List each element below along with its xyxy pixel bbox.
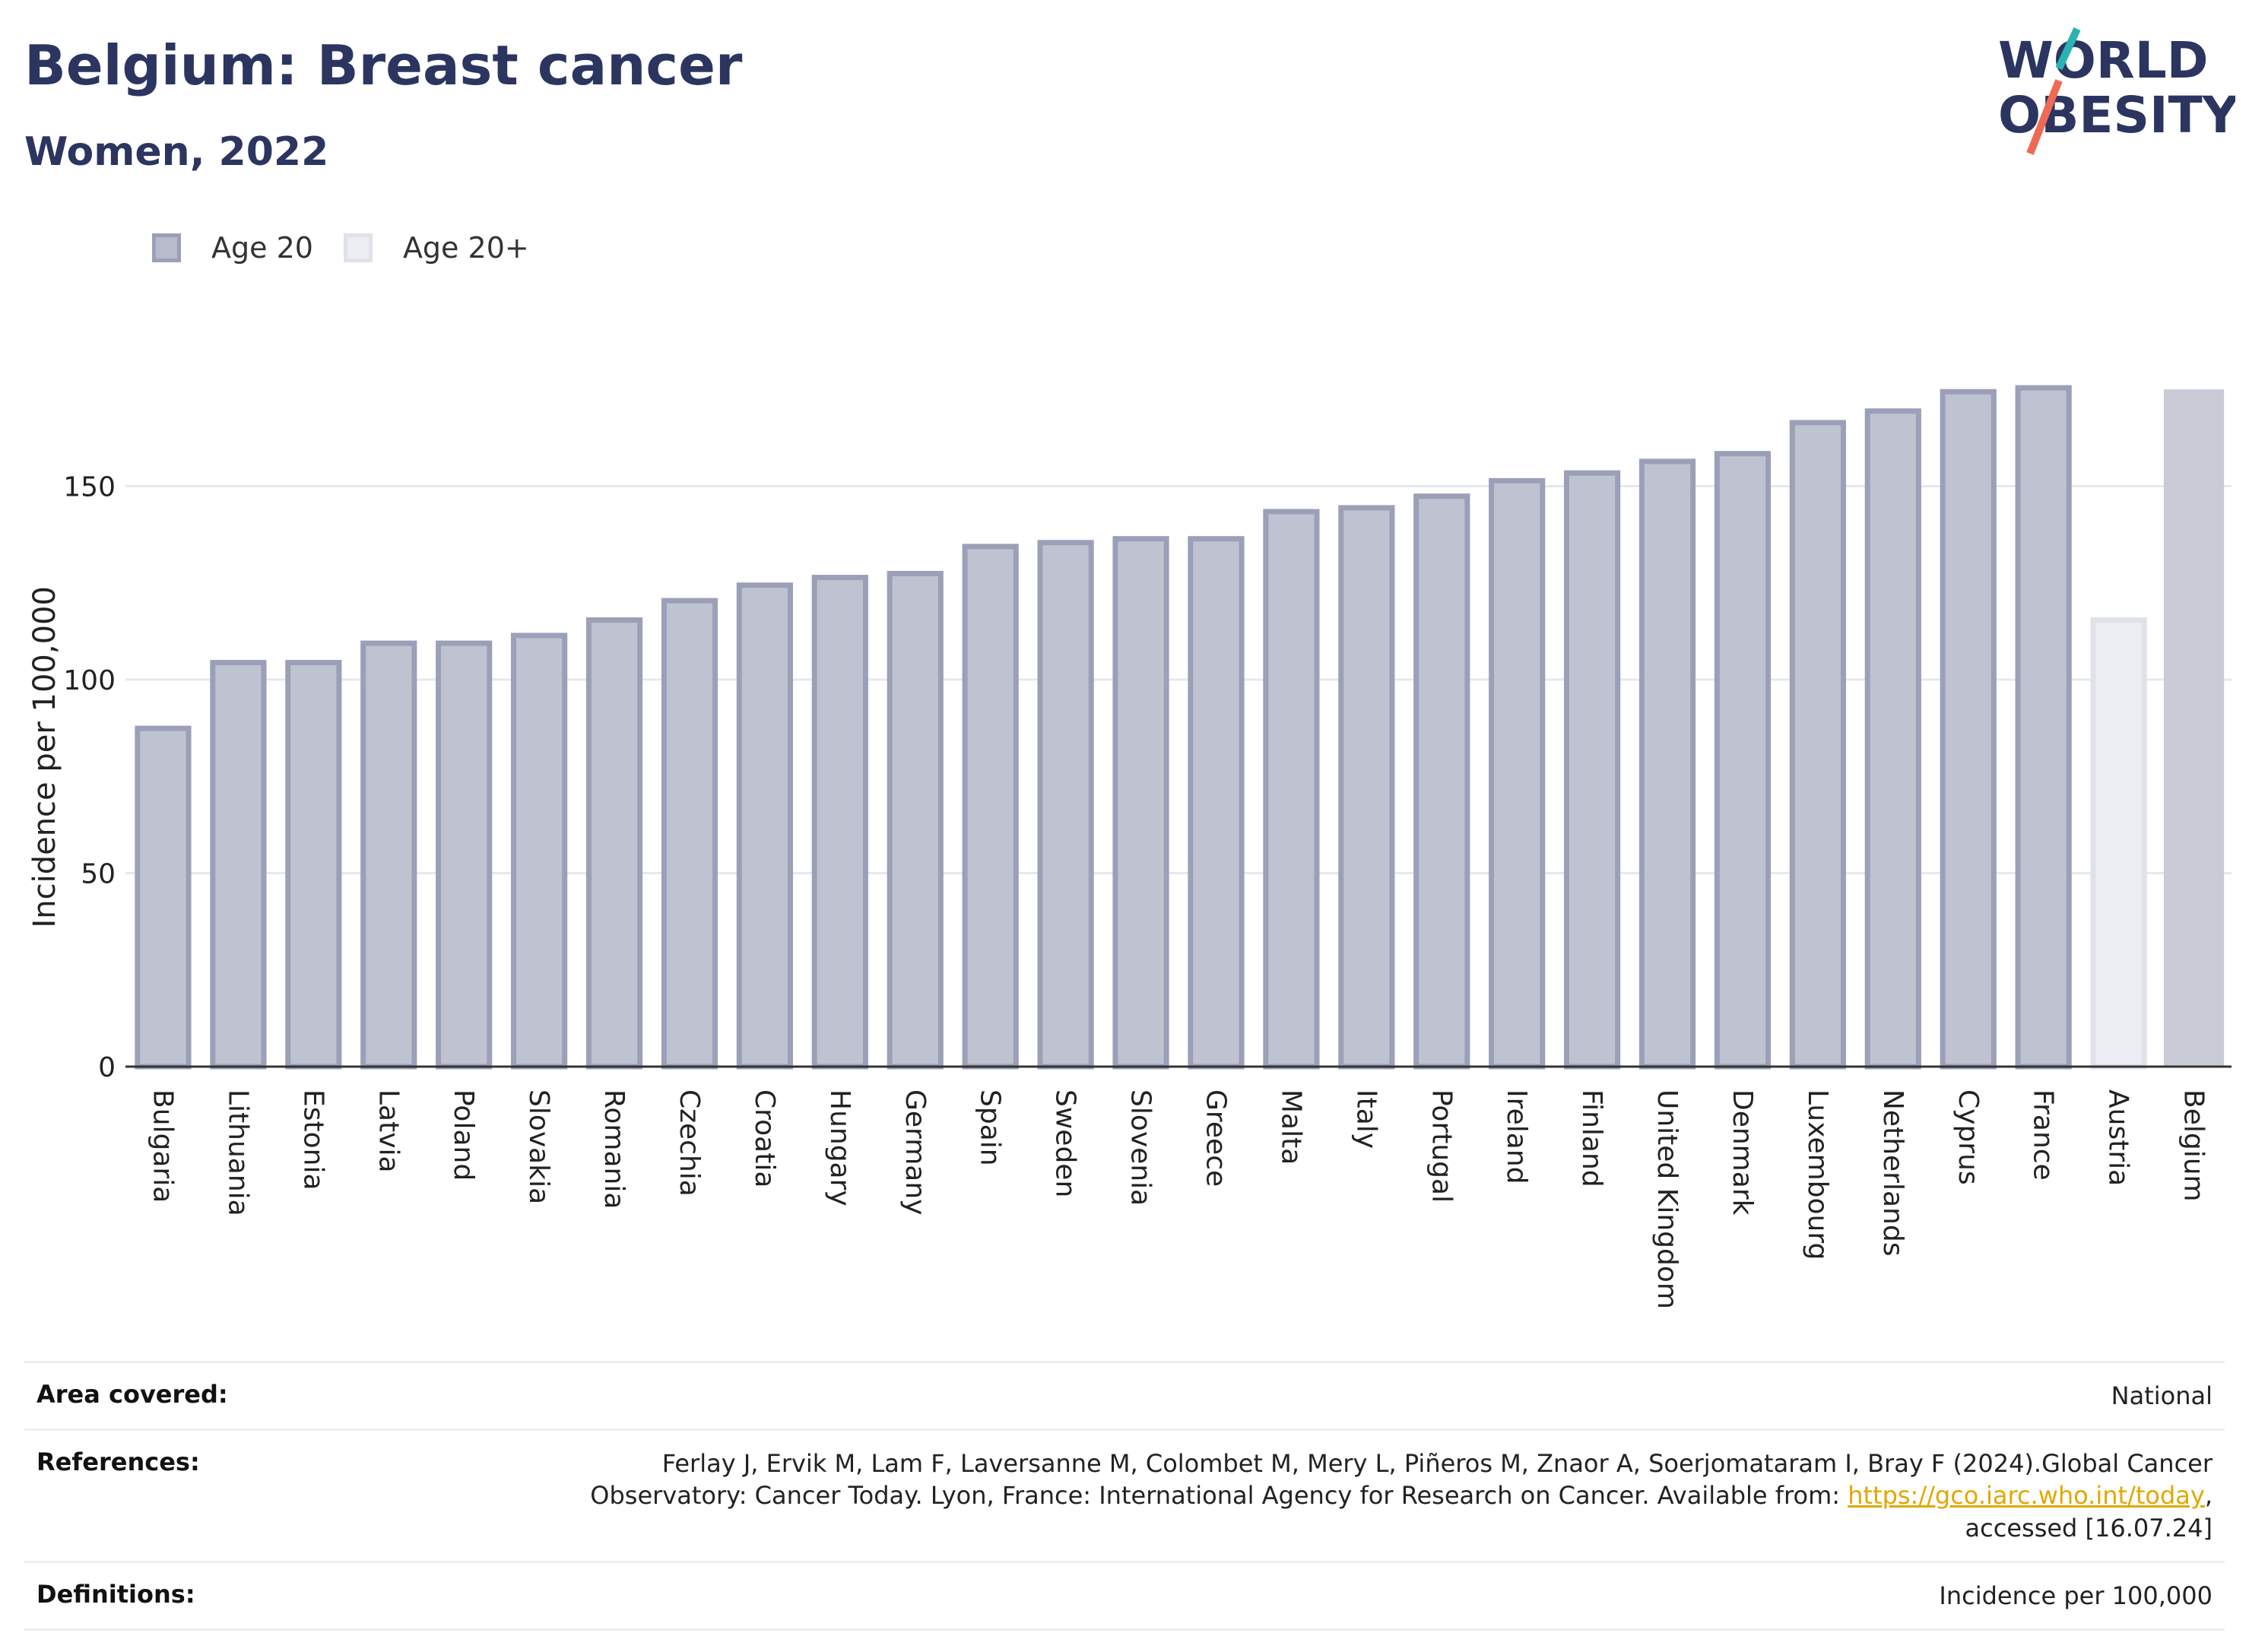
references-text-1: Ferlay J, Ervik M, Lam F, Laversanne M, … [661, 1449, 2213, 1479]
references-link[interactable]: https://gco.iarc.who.int/today [1848, 1481, 2205, 1511]
bar [887, 570, 944, 1070]
bar [661, 598, 718, 1070]
bar [285, 660, 342, 1070]
x-tick-label: France [2028, 1089, 2059, 1181]
world-obesity-logo: WORLD OBESITY [1998, 27, 2235, 155]
x-tick-label: Croatia [749, 1089, 780, 1187]
y-tick-label: 150 [63, 472, 116, 503]
bar-chart: 0 50 100 150 Incidence per 100,000 Bulgaria Li… [27, 385, 2232, 1309]
x-tick-label: Cyprus [1952, 1089, 1984, 1185]
meta-row-area: Area covered: National [24, 1361, 2225, 1428]
bar [1789, 420, 1846, 1070]
x-tick-label: Slovenia [1125, 1089, 1156, 1206]
logo-slash-teal [2055, 27, 2081, 71]
x-tick-label: Lithuania [222, 1089, 253, 1216]
x-tick-label: Italy [1350, 1089, 1381, 1149]
x-tick-label: Romania [598, 1089, 630, 1209]
metadata-table: Area covered: National References: Ferla… [24, 1361, 2225, 1631]
logo-line1: WORLD [1998, 31, 2209, 90]
x-tick-label: Slovakia [523, 1089, 554, 1204]
bar [210, 660, 267, 1070]
y-tick-label: 100 [63, 665, 116, 696]
references-label: References: [36, 1447, 200, 1477]
x-tick-label: Malta [1275, 1089, 1306, 1165]
x-tick-label: Hungary [824, 1089, 855, 1206]
page-subtitle: Women, 2022 [24, 129, 329, 175]
legend-swatch-age20 [152, 233, 181, 262]
x-tick-label: Greece [1200, 1089, 1231, 1187]
bar [962, 544, 1019, 1070]
logo-slash-coral [2026, 79, 2063, 155]
x-tick-label: Germany [899, 1089, 931, 1215]
x-tick-label: United Kingdom [1651, 1089, 1683, 1309]
x-tick-label: Spain [975, 1089, 1006, 1166]
bar [436, 640, 493, 1070]
bar [1714, 451, 1772, 1070]
chart-legend: Age 20 Age 20+ [152, 225, 529, 271]
bar [2090, 617, 2147, 1070]
bar [811, 575, 868, 1070]
bar [1489, 477, 1546, 1070]
definitions-value: Incidence per 100,000 [1939, 1581, 2213, 1610]
bar [1864, 408, 1921, 1070]
y-tick-label: 0 [98, 1052, 116, 1083]
x-tick-label: Austria [2103, 1089, 2134, 1186]
x-tick-label: Bulgaria [147, 1089, 178, 1203]
meta-row-references: References: Ferlay J, Ervik M, Lam F, La… [24, 1428, 2225, 1561]
references-text-2: Observatory: Cancer Today. Lyon, France:… [590, 1481, 1848, 1511]
x-tick-label: Poland [448, 1089, 479, 1181]
x-tick-label: Denmark [1727, 1089, 1758, 1216]
legend-label-age20plus: Age 20+ [402, 231, 529, 265]
x-tick-label: Latvia [373, 1089, 404, 1173]
definitions-label: Definitions: [36, 1579, 195, 1609]
bar [1037, 540, 1094, 1070]
y-tick-label: 50 [81, 859, 116, 890]
references-value: Ferlay J, Ervik M, Lam F, Laversanne M, … [590, 1447, 2213, 1544]
x-tick-label: Finland [1576, 1089, 1607, 1187]
bar [1188, 536, 1245, 1070]
bar [736, 582, 793, 1070]
x-tick-label: Portugal [1426, 1089, 1457, 1203]
bar [1112, 536, 1169, 1070]
bar [1940, 388, 1997, 1070]
area-covered-label: Area covered: [36, 1380, 228, 1409]
bar [585, 617, 643, 1070]
legend-swatch-age20plus [343, 233, 373, 262]
bar [1338, 505, 1395, 1070]
bar [135, 725, 192, 1070]
legend-item-age20[interactable]: Age 20 [152, 231, 313, 265]
meta-row-definitions: Definitions: Incidence per 100,000 [24, 1560, 2225, 1631]
bar [1564, 470, 1621, 1070]
bar [360, 640, 417, 1070]
x-tick-label: Sweden [1050, 1089, 1081, 1197]
bar [2163, 389, 2225, 1067]
x-tick-label: Belgium [2178, 1089, 2209, 1202]
area-covered-value: National [2111, 1381, 2213, 1410]
x-tick-label: Estonia [297, 1089, 328, 1191]
bar [1263, 509, 1320, 1070]
x-tick-label: Luxembourg [1802, 1089, 1833, 1260]
x-tick-label: Netherlands [1877, 1089, 1908, 1256]
bar [1638, 458, 1696, 1070]
x-tick-label: Ireland [1501, 1089, 1532, 1184]
page-title: Belgium: Breast cancer [24, 33, 743, 97]
bar [2015, 385, 2072, 1070]
x-tick-label: Czechia [674, 1089, 705, 1197]
bar [511, 633, 568, 1070]
references-text-3: , [2204, 1481, 2213, 1511]
legend-label-age20: Age 20 [211, 231, 313, 265]
y-axis-label: Incidence per 100,000 [27, 586, 62, 928]
references-text-4: accessed [16.07.24] [1965, 1513, 2213, 1543]
bar [1413, 493, 1470, 1070]
legend-item-age20plus[interactable]: Age 20+ [343, 231, 529, 265]
